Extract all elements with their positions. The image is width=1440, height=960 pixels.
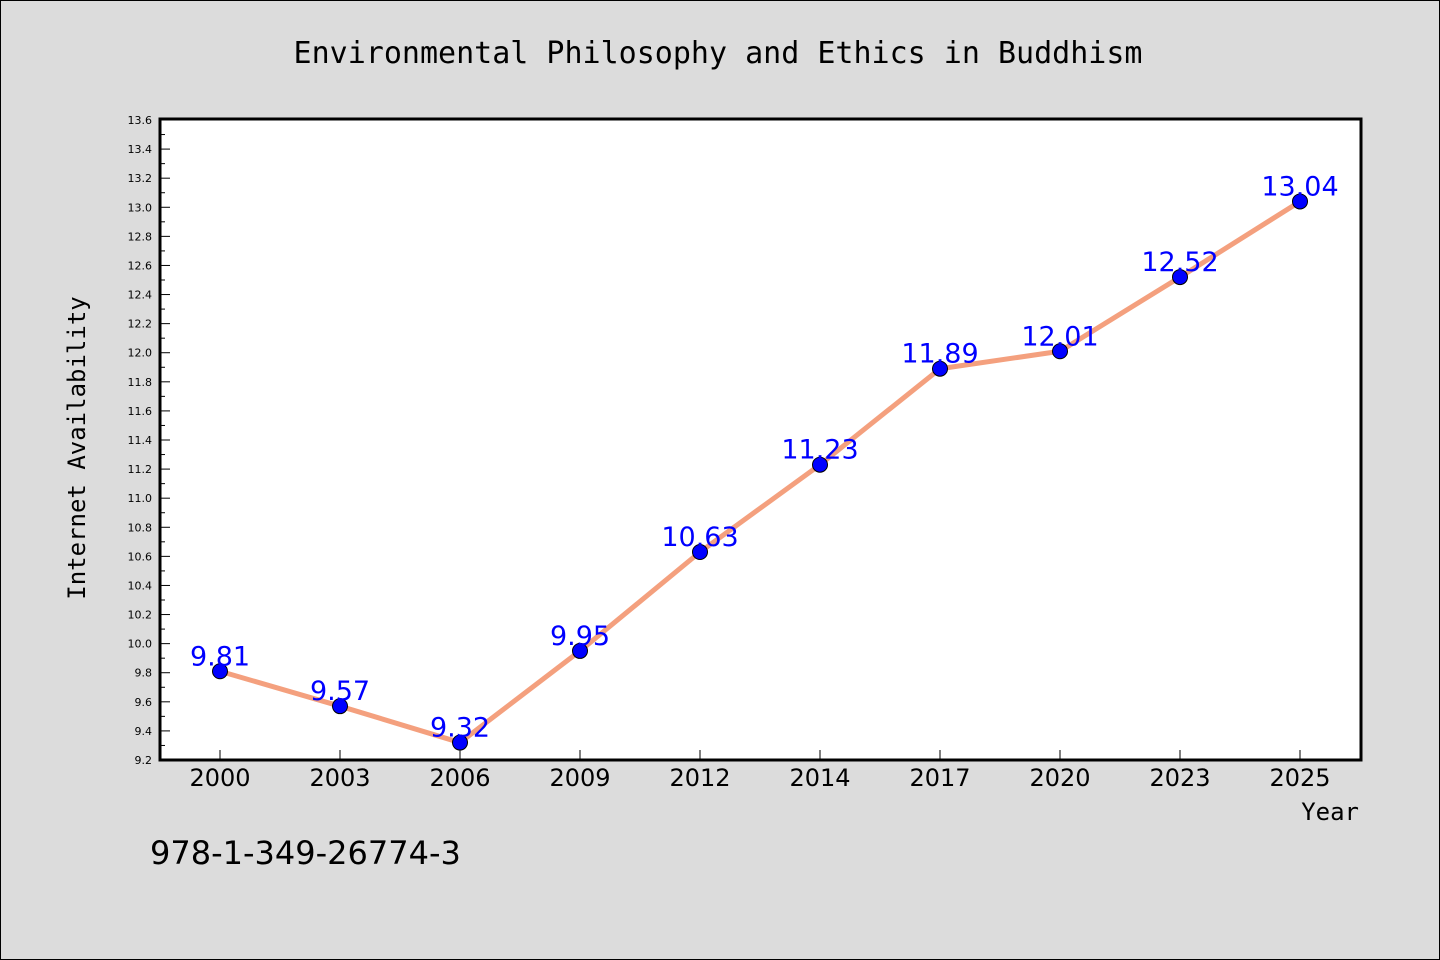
isbn-text: 978-1-349-26774-3 <box>150 834 461 872</box>
y-tick-label: 9.4 <box>135 725 153 738</box>
data-point <box>1172 269 1188 286</box>
y-tick-label: 10.0 <box>128 638 153 651</box>
y-tick-label: 11.0 <box>128 492 153 505</box>
data-label: 9.81 <box>190 641 250 672</box>
y-tick-label: 12.0 <box>128 347 153 360</box>
data-label: 11.23 <box>781 435 858 466</box>
x-tick-label: 2012 <box>669 764 730 792</box>
x-tick-label: 2000 <box>189 764 250 792</box>
y-tick-label: 11.6 <box>128 405 153 418</box>
series-line <box>217 198 1303 746</box>
y-tick-label: 10.4 <box>128 579 153 592</box>
data-label: 12.52 <box>1141 247 1218 278</box>
y-tick-label: 10.6 <box>128 550 153 563</box>
y-tick-label: 13.0 <box>128 201 153 214</box>
data-point <box>452 734 468 751</box>
y-axis: 9.2 9.4 9.6 9.8 10.0 10.2 10.4 10.6 10.8 11.0 11.2… <box>128 114 170 767</box>
data-label: 12.01 <box>1021 321 1098 352</box>
x-tick-label: 2025 <box>1269 764 1330 792</box>
x-tick-label: 2006 <box>429 764 490 792</box>
data-point <box>692 544 708 560</box>
data-point <box>212 663 228 680</box>
data-label: 11.89 <box>901 339 978 370</box>
data-point <box>1052 343 1068 360</box>
y-tick-label: 11.2 <box>128 463 153 476</box>
x-tick-label: 2014 <box>789 764 850 792</box>
y-tick-label: 11.8 <box>128 376 153 389</box>
y-tick-label: 10.2 <box>128 609 153 622</box>
x-tick-label: 2009 <box>549 764 610 792</box>
data-points <box>212 193 1308 751</box>
y-tick-label: 12.6 <box>128 259 153 272</box>
y-tick-label: 9.8 <box>135 667 153 680</box>
x-tick-label: 2003 <box>309 764 370 792</box>
data-labels: 9.81 9.57 9.32 9.95 10.63 11.23 11.89 12.01 12.5… <box>190 171 1339 743</box>
data-point <box>1292 193 1308 210</box>
y-axis-label: Internet Availability <box>63 296 91 599</box>
data-label: 10.63 <box>661 522 738 553</box>
y-tick-label: 10.8 <box>128 521 153 534</box>
y-tick-label: 12.8 <box>128 230 153 243</box>
chart-title: Environmental Philosophy and Ethics in B… <box>294 36 1143 71</box>
data-point <box>572 642 588 659</box>
x-axis: 2000 2003 2006 2009 2012 2014 2017 2020 2023 2025 <box>189 750 1331 792</box>
y-tick-label: 9.2 <box>135 754 153 767</box>
data-label: 9.32 <box>430 713 490 744</box>
y-tick-label: 12.2 <box>128 318 153 331</box>
y-tick-label: 12.4 <box>128 289 153 302</box>
y-tick-label: 13.2 <box>128 172 153 185</box>
data-point <box>332 698 348 715</box>
y-tick-label: 9.6 <box>135 696 153 709</box>
y-tick-label: 11.4 <box>128 434 153 447</box>
y-tick-label: 13.6 <box>128 114 153 127</box>
data-label: 9.95 <box>550 621 610 652</box>
plot-area <box>158 117 1363 762</box>
x-tick-label: 2023 <box>1149 764 1210 792</box>
x-tick-label: 2020 <box>1029 764 1090 792</box>
data-label: 9.57 <box>310 676 370 707</box>
x-axis-label: Year <box>1301 798 1359 826</box>
y-tick-label: 13.4 <box>128 143 153 156</box>
x-tick-label: 2017 <box>909 764 970 792</box>
data-point <box>812 456 828 473</box>
data-label: 13.04 <box>1261 171 1338 202</box>
data-point <box>932 360 948 377</box>
